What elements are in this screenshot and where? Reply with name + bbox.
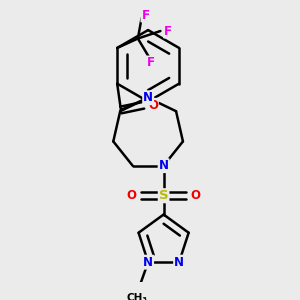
Text: N: N [143,256,153,269]
Text: F: F [164,25,172,38]
Text: O: O [190,189,201,202]
Text: N: N [143,91,153,104]
Text: N: N [174,256,184,269]
Text: CH₃: CH₃ [126,293,147,300]
Text: F: F [141,8,149,22]
Text: N: N [159,159,169,172]
Text: F: F [147,56,155,70]
Text: O: O [148,99,158,112]
Text: S: S [159,189,168,202]
Text: O: O [127,189,137,202]
